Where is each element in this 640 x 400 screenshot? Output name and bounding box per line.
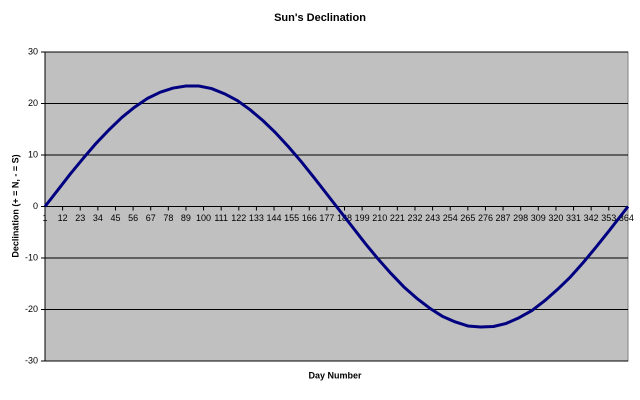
x-tick-label: 89 [181,213,191,223]
x-tick-label: 155 [284,213,299,223]
x-tick-label: 177 [319,213,334,223]
x-tick-label: 232 [407,213,422,223]
x-tick-label: 265 [460,213,475,223]
x-tick-label: 331 [566,213,581,223]
chart-title: Sun's Declination [274,12,366,24]
x-tick-label: 78 [163,213,173,223]
x-tick-label: 199 [355,213,370,223]
x-tick-label: 144 [267,213,282,223]
y-tick-label: 30 [28,46,38,56]
x-tick-label: 100 [196,213,211,223]
x-tick-label: 342 [584,213,599,223]
x-tick-label: 320 [548,213,563,223]
data-line [43,84,630,329]
x-tick-label: 67 [146,213,156,223]
x-tick-label: 210 [372,213,387,223]
y-tick-label: 20 [28,98,38,108]
x-tick-label: 254 [443,213,458,223]
x-tick-label: 23 [75,213,85,223]
x-tick-label: 56 [128,213,138,223]
x-tick-label: 221 [390,213,405,223]
x-tick-label: 309 [531,213,546,223]
x-tick-label: 276 [478,213,493,223]
x-tick-label: 298 [513,213,528,223]
x-tick-label: 243 [425,213,440,223]
x-tick-label: 111 [214,213,228,223]
x-tick-label: 353 [601,213,616,223]
y-tick-label: -10 [25,252,38,262]
x-tick-label: 364 [619,213,634,223]
x-tick-label: 166 [302,213,317,223]
x-tick-label: 34 [93,213,103,223]
x-tick-label: 122 [231,213,246,223]
y-tick-label: -20 [25,304,38,314]
x-tick-label: 12 [58,213,68,223]
y-axis-label: Declination (+ = N, - = S) [10,154,20,257]
x-axis-label: Day Number [308,370,362,380]
x-tick-label: 45 [110,213,120,223]
y-tick-label: 0 [33,201,38,211]
x-tick-label: 133 [249,213,264,223]
y-tick-label: 10 [28,149,38,159]
x-tick-label: 1 [42,213,47,223]
x-tick-label: 287 [496,213,511,223]
y-tick-label: -30 [25,355,38,365]
